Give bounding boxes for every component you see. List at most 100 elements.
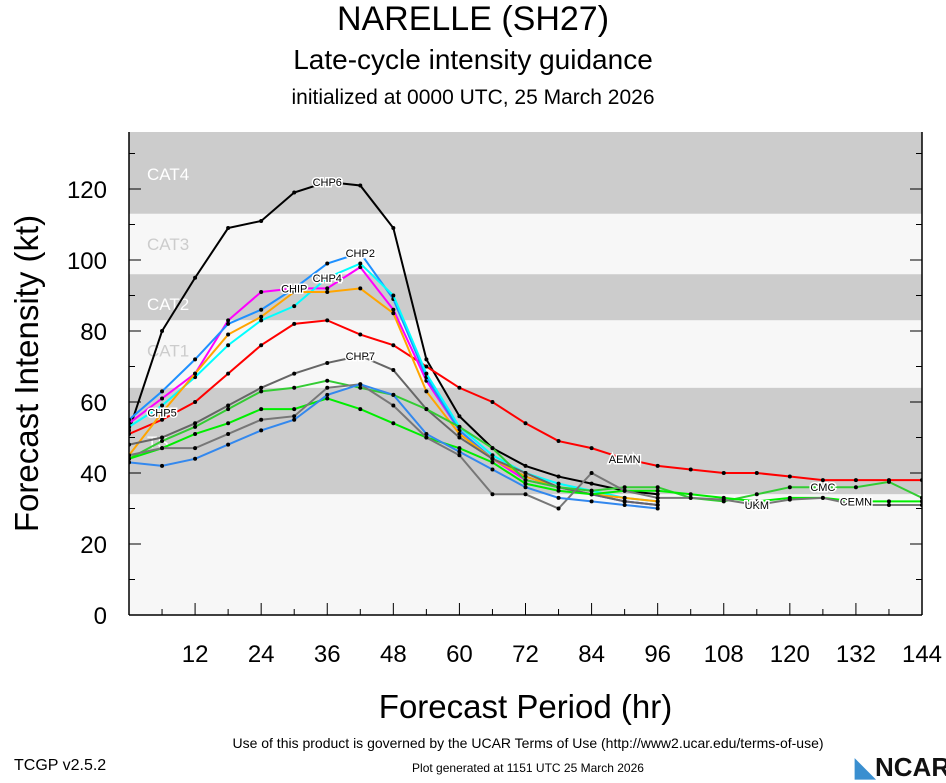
data-point (754, 471, 759, 475)
data-point (129, 453, 131, 458)
data-point (622, 502, 627, 507)
series-label: CHP6 (313, 177, 342, 189)
data-point (226, 442, 231, 447)
data-point (457, 385, 462, 390)
data-point (853, 502, 858, 507)
data-point (325, 275, 330, 280)
y-axis-label: Forecast Intensity (kt) (8, 215, 45, 532)
ncar-swoosh-icon: ◣ (855, 752, 875, 782)
series-group (129, 179, 922, 511)
data-point (622, 499, 627, 504)
data-point (490, 453, 495, 458)
data-point (787, 497, 792, 502)
data-point (589, 446, 594, 451)
data-point (424, 435, 429, 440)
data-point (292, 385, 297, 390)
data-point (325, 286, 330, 291)
data-point (259, 428, 264, 433)
data-point (754, 502, 759, 507)
data-point (688, 495, 693, 500)
data-point (292, 371, 297, 376)
data-point (457, 435, 462, 440)
data-point (358, 265, 363, 270)
data-point (193, 357, 198, 362)
data-point (556, 474, 561, 479)
data-point (160, 435, 165, 440)
band-label: CAT4 (147, 165, 189, 184)
x-tick-label: 84 (578, 641, 605, 668)
data-point (490, 446, 495, 451)
band-cat1 (129, 320, 922, 388)
data-point (622, 485, 627, 490)
data-point (160, 446, 165, 451)
series-label: CHP4 (313, 273, 342, 285)
x-tick-label: 96 (644, 641, 671, 668)
data-point (490, 456, 495, 461)
data-point (424, 431, 429, 436)
data-point (193, 456, 198, 461)
data-point (655, 492, 660, 497)
data-point (886, 499, 891, 504)
data-point (325, 289, 330, 294)
data-point (292, 321, 297, 326)
data-point (820, 478, 825, 483)
data-point (160, 396, 165, 401)
data-point (226, 431, 231, 436)
data-point (523, 485, 528, 490)
data-point (193, 424, 198, 429)
data-point (325, 179, 330, 184)
x-tick-label: 132 (836, 641, 876, 668)
x-tick-label: 12 (182, 641, 209, 668)
data-point (622, 495, 627, 500)
data-point (259, 314, 264, 319)
data-point (523, 471, 528, 475)
data-point (292, 190, 297, 195)
data-point (556, 485, 561, 490)
series-label: CHP5 (147, 408, 176, 420)
series-label: CHIP (281, 283, 307, 295)
x-tick-label: 24 (248, 641, 275, 668)
data-point (259, 385, 264, 390)
band-cat3 (129, 213, 922, 275)
data-point (754, 492, 759, 497)
data-point (358, 353, 363, 358)
data-point (490, 460, 495, 465)
data-point (424, 371, 429, 376)
data-point (853, 478, 858, 483)
data-point (129, 460, 131, 465)
y-tick-label: 80 (80, 319, 107, 346)
data-point (325, 392, 330, 397)
data-point (523, 474, 528, 479)
y-tick-label: 60 (80, 390, 107, 417)
data-point (259, 289, 264, 294)
band-cat4 (129, 132, 922, 214)
data-point (358, 407, 363, 412)
data-point (920, 502, 922, 507)
data-point (358, 261, 363, 266)
data-point (556, 488, 561, 493)
data-point (325, 360, 330, 365)
data-point (490, 400, 495, 404)
data-point (721, 471, 726, 475)
data-point (622, 456, 627, 461)
series-label: CHP2 (346, 248, 375, 260)
data-point (226, 332, 231, 337)
data-point (556, 495, 561, 500)
data-point (688, 492, 693, 497)
data-point (721, 497, 726, 502)
data-point (325, 385, 330, 390)
data-point (424, 407, 429, 412)
data-point (292, 407, 297, 412)
data-point (160, 329, 165, 333)
data-point (424, 389, 429, 394)
data-point (589, 471, 594, 475)
data-point (325, 261, 330, 266)
band-label: CAT2 (147, 295, 189, 314)
band-label: CAT3 (147, 235, 189, 254)
data-point (160, 463, 165, 468)
data-point (325, 396, 330, 401)
band-cat2 (129, 274, 922, 321)
data-point (292, 286, 297, 291)
data-point (920, 495, 922, 500)
data-point (129, 428, 131, 433)
